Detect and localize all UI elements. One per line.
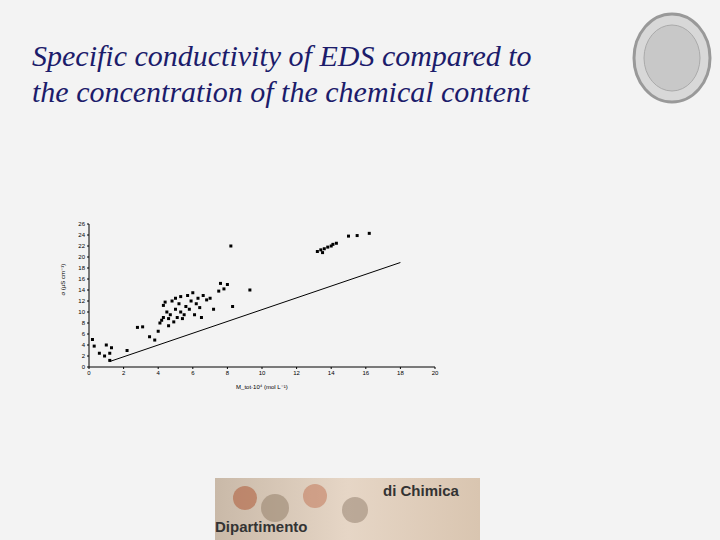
svg-text:8: 8 [82,320,86,326]
svg-text:0: 0 [82,364,86,370]
html-text:Specific conductivity of EDS c: Specific conductivity of EDS compared to [32,39,532,72]
svg-text:10: 10 [259,370,266,376]
svg-text:2: 2 [122,370,126,376]
svg-text:18: 18 [397,370,404,376]
svg-text:12: 12 [78,298,85,304]
html-text:the concentration of the chemi: the concentration of the chemical conten… [32,75,530,108]
svg-text:2: 2 [82,353,86,359]
svg-text:18: 18 [78,265,85,271]
svg-text:σ (µS cm⁻¹): σ (µS cm⁻¹) [60,264,66,296]
svg-text:4: 4 [157,370,161,376]
svg-text:22: 22 [78,243,85,249]
svg-text:8: 8 [226,370,230,376]
svg-text:16: 16 [362,370,369,376]
svg-text:12: 12 [293,370,300,376]
svg-text:20: 20 [432,370,439,376]
svg-text:16: 16 [78,276,85,282]
svg-text:26: 26 [78,221,85,227]
html-text:di Chimica: di Chimica [383,482,459,499]
svg-text:10: 10 [78,309,85,315]
svg-text:24: 24 [78,232,85,238]
svg-text:14: 14 [78,287,85,293]
svg-text:6: 6 [82,331,86,337]
svg-text:6: 6 [191,370,195,376]
svg-text:M_tot·10⁴ (mol L⁻¹): M_tot·10⁴ (mol L⁻¹) [236,384,288,390]
svg-text:4: 4 [82,342,86,348]
html-text:Dipartimento: Dipartimento [215,518,308,535]
svg-text:14: 14 [328,370,335,376]
svg-text:20: 20 [78,254,85,260]
svg-text:0: 0 [87,370,91,376]
